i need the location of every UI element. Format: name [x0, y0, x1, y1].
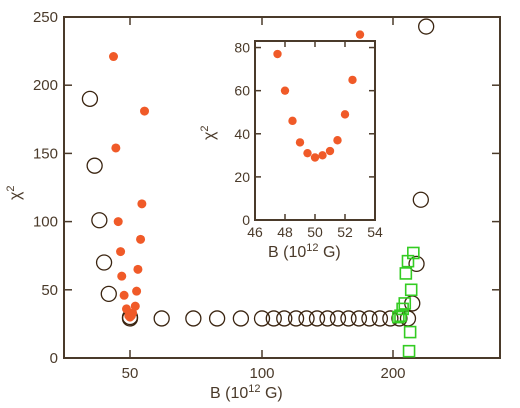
main-x-axis-label: B (1012 G) [210, 383, 283, 402]
data-point-series-1 [350, 310, 368, 327]
inset-data-point [280, 86, 290, 95]
data-point-series-1 [95, 254, 113, 271]
data-point-series-1 [100, 285, 117, 303]
inset-data-point [295, 138, 305, 147]
main-y-tick-label: 250 [33, 9, 58, 26]
main-x-tick-label: 100 [249, 365, 274, 382]
inset-data-point [340, 110, 350, 119]
data-point-series-1 [382, 310, 399, 327]
data-point-series-2 [136, 234, 146, 244]
main-y-axis-label: χ2 [5, 185, 24, 200]
data-point-series-1 [91, 212, 108, 229]
data-point-series-1 [81, 90, 99, 107]
data-point-series-2 [140, 106, 150, 116]
inset-x-tick-label: 52 [337, 224, 353, 240]
main-y-tick-label: 50 [41, 282, 58, 299]
data-point-series-1 [153, 310, 170, 327]
data-point-series-1 [340, 310, 357, 327]
inset-data-point [333, 136, 342, 145]
data-point-series-3 [407, 246, 420, 260]
data-point-series-3 [392, 310, 405, 324]
inset-y-axis-label: χ2 [199, 125, 218, 140]
data-point-series-1 [412, 191, 429, 208]
data-point-series-1 [253, 310, 271, 327]
data-point-series-1 [418, 18, 435, 35]
data-point-series-1 [185, 310, 202, 327]
inset-y-tick-label: 60 [234, 83, 250, 99]
data-point-series-1 [232, 310, 250, 327]
data-point-series-2 [119, 290, 129, 300]
main-x-tick-label: 50 [122, 365, 139, 382]
data-point-series-2 [128, 308, 138, 318]
inset-background [250, 40, 375, 220]
main-y-tick-label: 150 [33, 145, 58, 162]
inset-tick-labels: 0 20 40 60 80 46 48 50 52 54 [234, 40, 383, 240]
data-point-series-1 [371, 310, 389, 327]
inset-x-tick-label: 48 [277, 224, 293, 240]
main-y-tick-label: 0 [50, 350, 58, 367]
inset-series [273, 30, 365, 162]
data-point-series-1 [391, 310, 408, 327]
data-point-series-1 [86, 157, 103, 174]
inset-y-tick-label: 80 [234, 40, 250, 56]
main-y-tick-label: 200 [33, 77, 58, 94]
data-point-series-1 [319, 310, 336, 327]
inset-data-point [310, 153, 320, 162]
data-point-series-1 [208, 310, 226, 327]
data-point-series-1 [276, 310, 293, 327]
inset-data-point [303, 148, 312, 158]
data-point-series-1 [265, 310, 282, 327]
data-point-series-2 [130, 301, 140, 311]
data-point-series-1 [287, 310, 305, 327]
data-point-series-2 [137, 199, 147, 209]
inset-x-tick-label: 50 [307, 224, 323, 240]
inset-data-point [355, 30, 365, 39]
inset-data-point [325, 146, 335, 156]
data-point-series-2 [132, 286, 142, 296]
data-point-series-2 [113, 217, 123, 227]
data-point-series-2 [133, 264, 143, 274]
inset-data-point [318, 151, 327, 160]
data-point-series-2 [111, 143, 121, 153]
data-point-series-3 [399, 267, 413, 280]
inset-y-tick-label: 0 [242, 212, 250, 228]
main-series [81, 18, 435, 358]
inset-y-tick-label: 40 [234, 126, 250, 142]
inset-data-point [348, 75, 357, 85]
inset-x-axis-label: B (1012 G) [268, 242, 341, 261]
data-point-series-2 [117, 271, 127, 281]
inset-ticks [254, 41, 376, 221]
main-ticks [64, 16, 500, 359]
data-point-series-3 [402, 344, 416, 358]
inset-x-tick-label: 54 [367, 224, 383, 240]
inset-y-tick-label: 20 [234, 169, 250, 185]
data-point-series-3 [398, 297, 412, 310]
data-point-series-1 [408, 255, 425, 273]
data-point-series-2 [109, 52, 118, 62]
data-point-series-1 [308, 310, 326, 327]
main-plot-frame [63, 16, 501, 359]
main-x-tick-label: 200 [380, 365, 405, 382]
inset-data-point [273, 49, 282, 59]
data-point-series-3 [394, 309, 407, 323]
main-y-tick-label: 100 [33, 214, 58, 231]
data-point-series-3 [403, 325, 417, 339]
data-point-series-1 [329, 310, 347, 327]
data-point-series-1 [361, 310, 378, 327]
data-point-series-1 [298, 310, 315, 327]
data-point-series-2 [116, 247, 126, 257]
inset-data-point [288, 116, 297, 126]
data-point-series-3 [404, 283, 418, 297]
inset-x-tick-label: 46 [247, 224, 263, 240]
